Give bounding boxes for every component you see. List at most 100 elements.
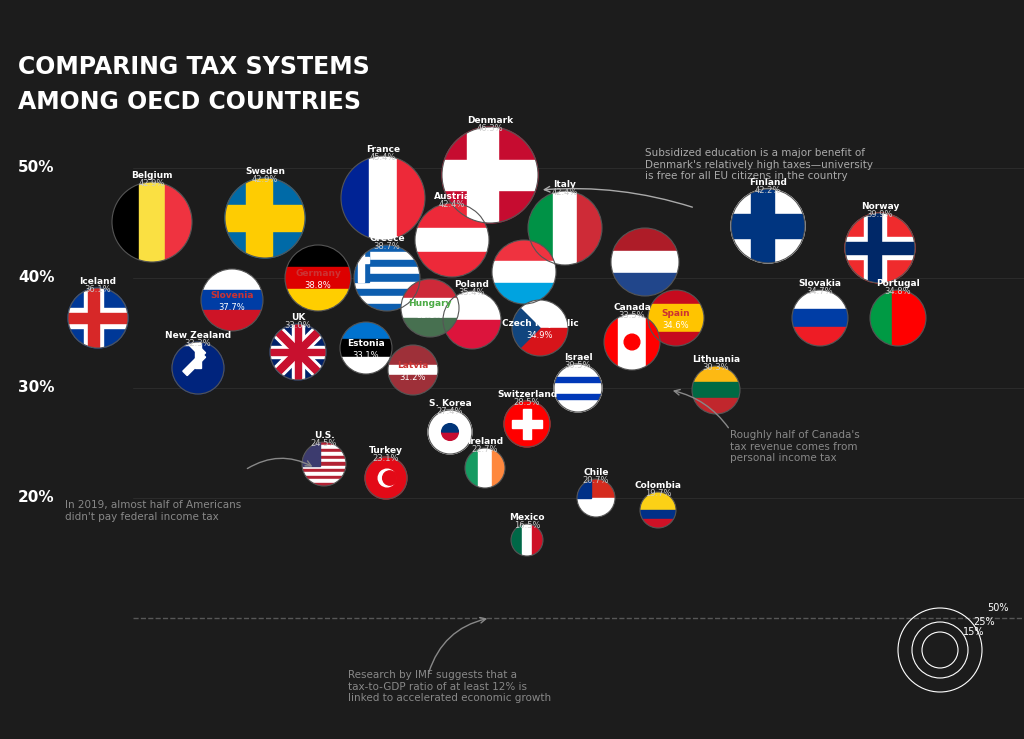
Text: 50%: 50% [987,603,1009,613]
FancyBboxPatch shape [275,330,321,374]
Text: 40%: 40% [18,270,54,285]
Bar [302,466,346,469]
Bar [285,289,351,311]
Bar [792,290,848,309]
Text: Chile: Chile [584,468,608,477]
Bar [892,290,926,346]
Text: Denmark: Denmark [467,116,513,125]
Text: Netherlands: Netherlands [613,253,677,262]
Text: Lithuania: Lithuania [692,355,740,364]
Text: 46.3%: 46.3% [477,124,504,133]
Bar [443,291,501,320]
FancyBboxPatch shape [195,342,201,368]
Text: 30.3%: 30.3% [702,363,729,372]
Circle shape [442,127,538,223]
Text: 32.3%: 32.3% [184,339,211,348]
Bar [863,213,886,283]
Circle shape [225,178,305,258]
Circle shape [625,334,640,350]
Bar [611,228,679,251]
Bar [302,442,319,466]
Bar [512,300,568,328]
Bar [68,308,128,327]
Bar [465,448,478,488]
Bar [618,314,646,370]
Text: 25%: 25% [973,617,994,627]
Bar [358,245,365,282]
Text: Roughly half of Canada's
tax revenue comes from
personal income tax: Roughly half of Canada's tax revenue com… [730,430,860,463]
Bar [68,313,128,324]
Bar [112,182,138,262]
Bar [415,228,489,252]
FancyBboxPatch shape [270,349,326,355]
Text: 20%: 20% [18,491,54,505]
Bar [640,510,676,519]
Bar [577,479,591,498]
Text: 24.5%: 24.5% [311,439,337,448]
Bar [554,395,602,399]
Bar [354,252,420,259]
Circle shape [270,324,326,380]
Bar [492,262,556,282]
Text: Switzerland: Switzerland [497,390,557,399]
Bar [692,398,740,414]
Bar [415,203,489,228]
Text: COMPARING TAX SYSTEMS: COMPARING TAX SYSTEMS [18,55,370,79]
Circle shape [172,342,224,394]
Bar [478,448,492,488]
Bar [388,365,438,375]
Bar [354,296,420,304]
Bar [201,310,263,331]
Bar [648,304,705,318]
Text: 39.9%: 39.9% [866,210,893,219]
Bar [88,288,99,348]
Text: 34.8%: 34.8% [885,287,911,296]
Text: 20.7%: 20.7% [583,476,609,485]
Text: UK: UK [291,313,305,322]
Text: 15%: 15% [963,627,984,637]
Bar [340,339,392,357]
Bar [511,524,521,556]
Circle shape [365,457,407,499]
Text: 23.1%: 23.1% [373,454,399,463]
Text: Greece: Greece [370,234,404,243]
Bar [640,519,676,528]
Text: Italy: Italy [554,180,577,189]
Bar [388,375,438,395]
Text: In 2019, almost half of Americans
didn't pay federal income tax: In 2019, almost half of Americans didn't… [65,500,242,522]
FancyBboxPatch shape [183,353,206,375]
Text: Slovenia: Slovenia [210,291,254,301]
Bar [225,205,305,231]
Text: 35.8%: 35.8% [417,310,443,319]
Bar [302,459,346,463]
Text: France: France [366,145,400,154]
Bar [640,492,676,510]
Wedge shape [441,432,459,440]
FancyBboxPatch shape [172,339,198,345]
Bar [553,191,578,265]
Circle shape [383,471,397,485]
Bar [792,309,848,327]
Bar [611,273,679,296]
Text: 33.5%: 33.5% [618,311,645,320]
Bar [369,156,397,240]
Text: Belgium: Belgium [131,171,173,180]
Bar [577,498,615,517]
Bar [492,240,556,262]
Circle shape [378,469,396,487]
FancyBboxPatch shape [183,335,206,357]
Bar [492,282,556,304]
Bar [201,269,263,290]
Text: Research by IMF suggests that a
tax-to-GDP ratio of at least 12% is
linked to ac: Research by IMF suggests that a tax-to-G… [348,670,551,704]
Text: Ireland: Ireland [467,437,503,446]
Text: 22.7%: 22.7% [472,445,499,454]
Text: 19.7%: 19.7% [645,489,672,498]
Bar [84,288,103,348]
Bar [302,446,346,449]
FancyBboxPatch shape [273,328,323,376]
Circle shape [504,401,550,447]
Bar [870,290,892,346]
Text: Canada: Canada [613,303,651,312]
Bar [302,463,346,466]
Bar [401,279,459,299]
